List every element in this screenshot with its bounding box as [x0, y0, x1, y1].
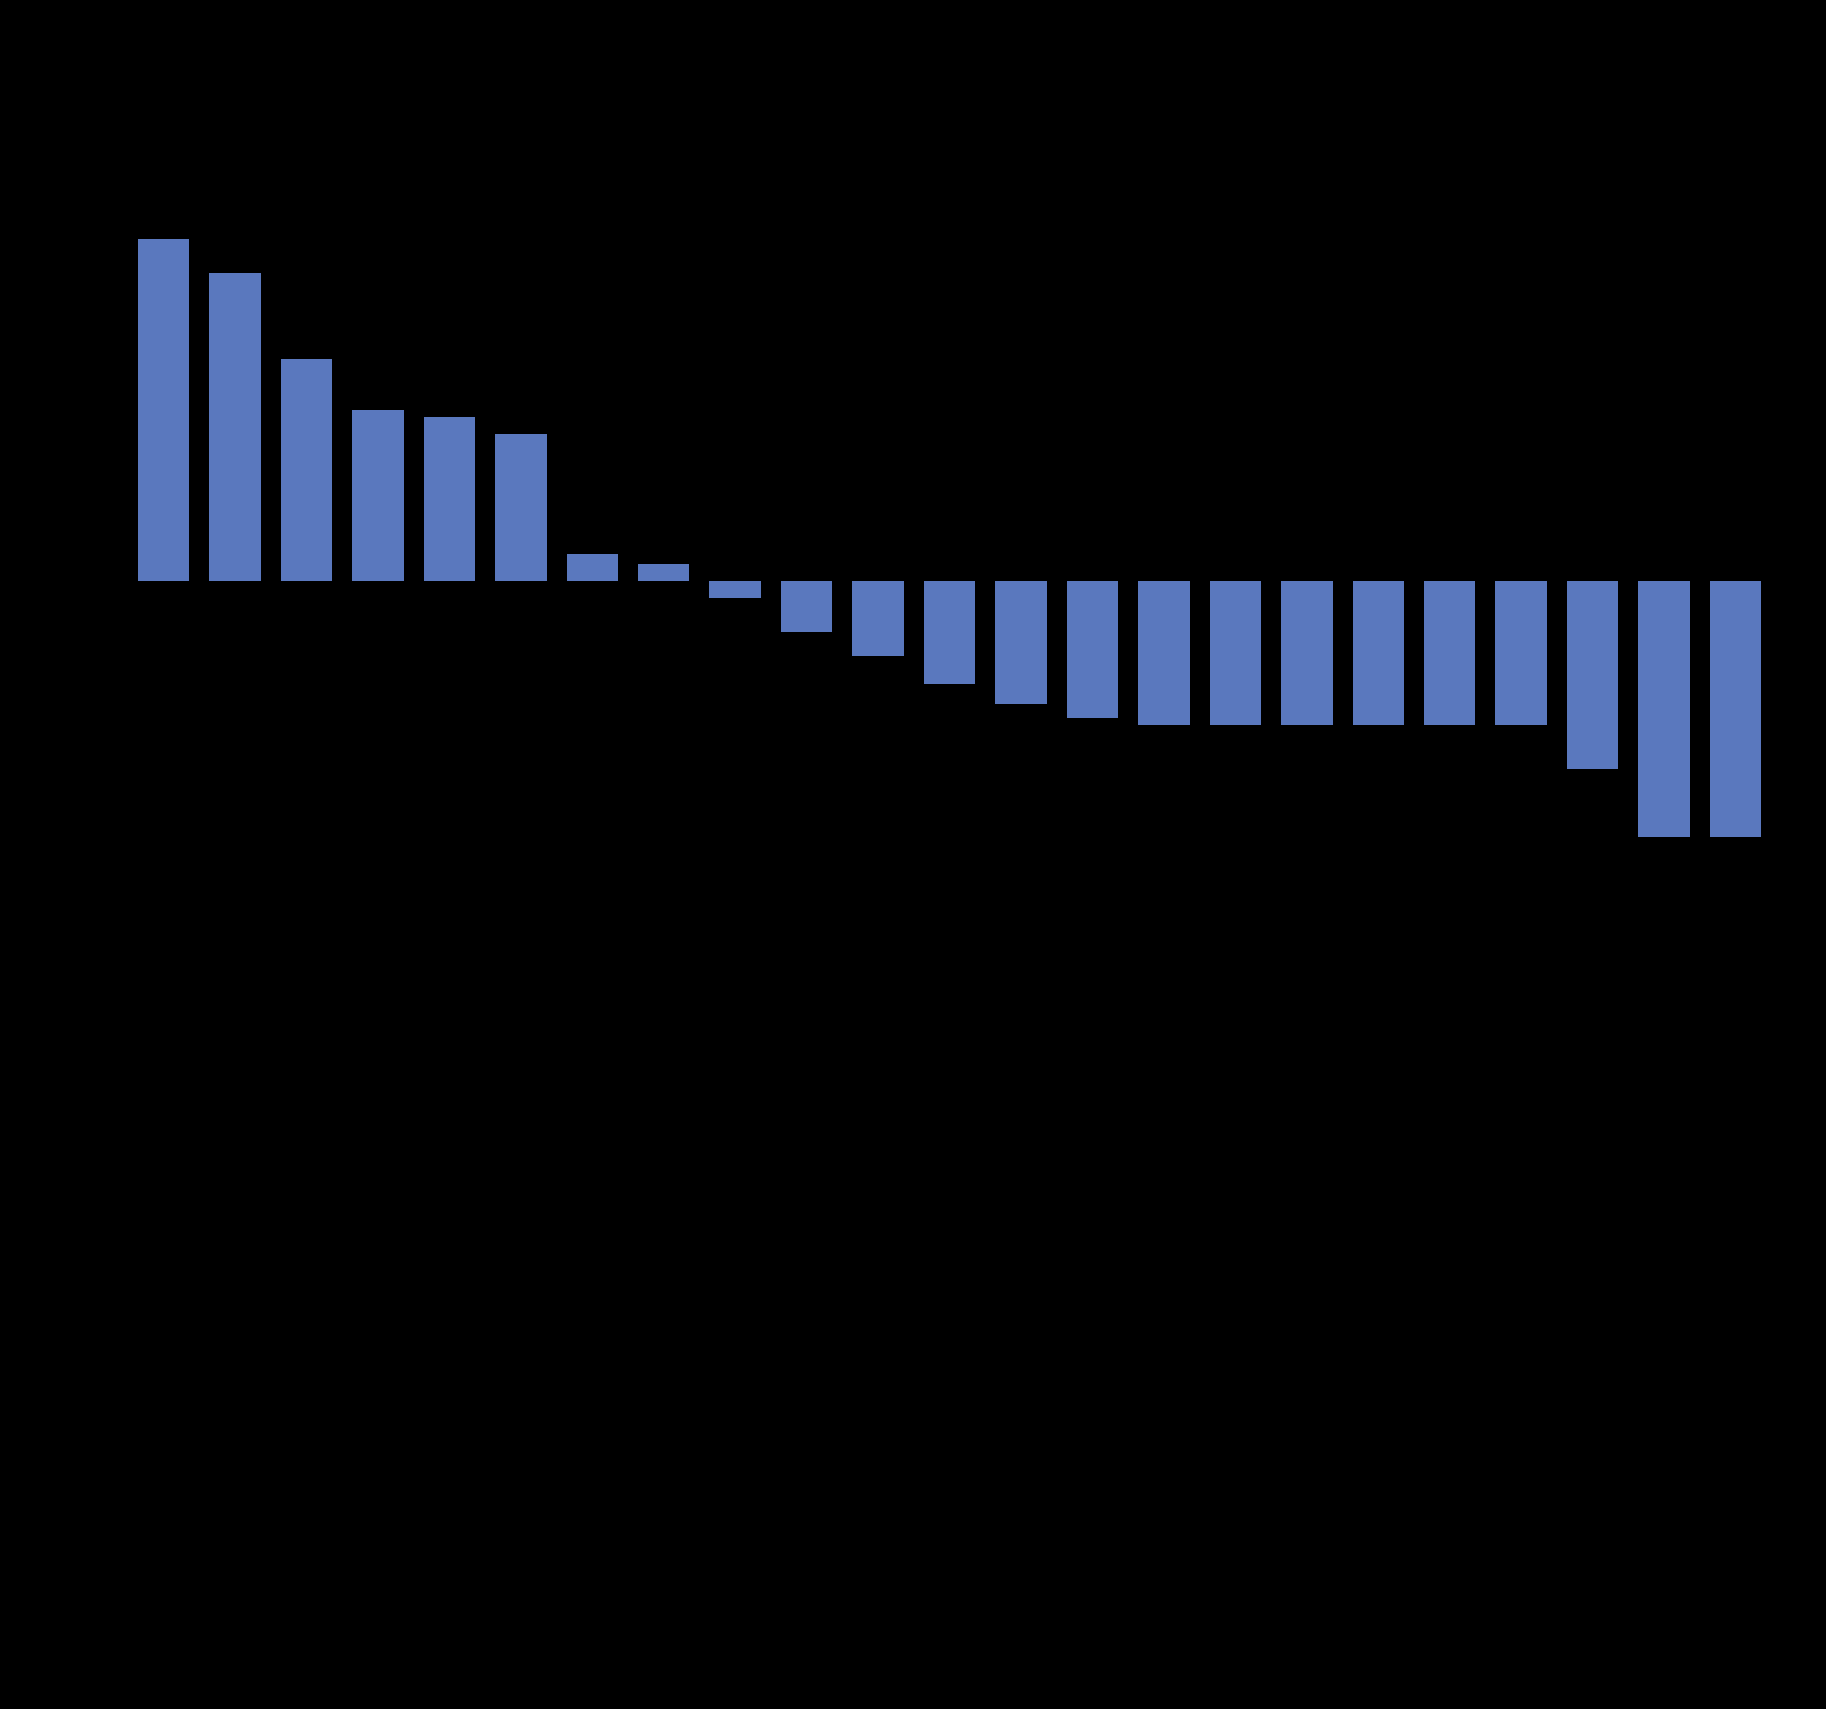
- Bar: [1066, 581, 1118, 718]
- Bar: [1495, 581, 1547, 725]
- Bar: [853, 581, 904, 656]
- Bar: [1282, 581, 1333, 725]
- Bar: [566, 554, 617, 581]
- Bar: [924, 581, 975, 684]
- Bar: [1138, 581, 1189, 725]
- Bar: [281, 359, 332, 581]
- Bar: [637, 564, 690, 581]
- Bar: [424, 417, 475, 581]
- Bar: [1709, 581, 1762, 837]
- Bar: [1567, 581, 1618, 769]
- Bar: [1638, 581, 1689, 837]
- Bar: [210, 273, 261, 581]
- Bar: [1209, 581, 1262, 725]
- Bar: [782, 581, 833, 632]
- Bar: [495, 434, 546, 581]
- Bar: [1353, 581, 1404, 725]
- Bar: [995, 581, 1046, 704]
- Bar: [137, 239, 190, 581]
- Bar: [1424, 581, 1475, 725]
- Bar: [710, 581, 761, 598]
- Bar: [352, 410, 404, 581]
